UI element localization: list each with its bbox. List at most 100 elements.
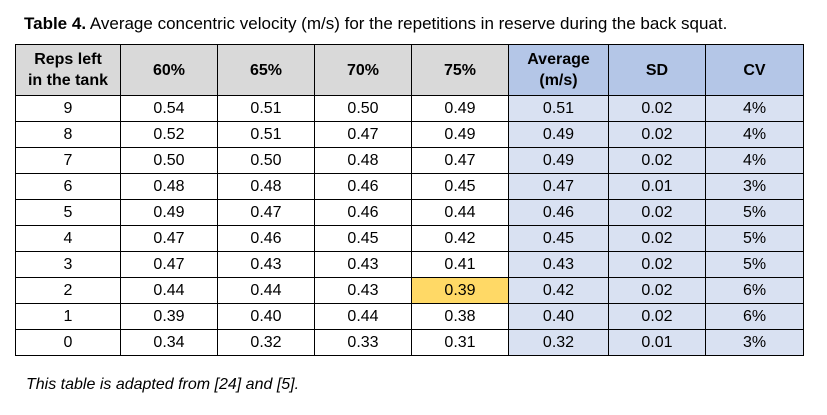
cell-cv: 6%: [705, 303, 804, 330]
cell-70pct: 0.47: [314, 121, 412, 148]
cell-reps-left: 0: [15, 329, 121, 356]
cell-cv: 4%: [705, 147, 804, 174]
cell-70pct: 0.44: [314, 303, 412, 330]
cell-65pct: 0.51: [217, 95, 315, 122]
table-caption-label: Table 4.: [24, 14, 87, 33]
cell-sd: 0.01: [608, 329, 706, 356]
cell-75pct: 0.45: [411, 173, 509, 200]
cell-cv: 5%: [705, 251, 804, 278]
cell-cv: 5%: [705, 225, 804, 252]
cell-70pct: 0.48: [314, 147, 412, 174]
cell-average: 0.32: [508, 329, 609, 356]
header-sd: SD: [608, 44, 706, 96]
table-header-row: Reps left in the tank 60% 65% 70% 75% Av…: [15, 44, 804, 96]
header-60pct: 60%: [120, 44, 218, 96]
cell-reps-left: 3: [15, 251, 121, 278]
header-cv: CV: [705, 44, 804, 96]
cell-average: 0.49: [508, 121, 609, 148]
cell-60pct: 0.47: [120, 225, 218, 252]
cell-75pct: 0.39: [411, 277, 509, 304]
cell-65pct: 0.32: [217, 329, 315, 356]
cell-70pct: 0.43: [314, 251, 412, 278]
cell-65pct: 0.40: [217, 303, 315, 330]
cell-75pct: 0.31: [411, 329, 509, 356]
cell-65pct: 0.43: [217, 251, 315, 278]
cell-65pct: 0.48: [217, 173, 315, 200]
cell-cv: 4%: [705, 95, 804, 122]
cell-average: 0.40: [508, 303, 609, 330]
cell-reps-left: 7: [15, 147, 121, 174]
cell-sd: 0.02: [608, 303, 706, 330]
cell-75pct: 0.44: [411, 199, 509, 226]
cell-average: 0.49: [508, 147, 609, 174]
cell-70pct: 0.46: [314, 173, 412, 200]
cell-75pct: 0.42: [411, 225, 509, 252]
cell-cv: 3%: [705, 173, 804, 200]
cell-reps-left: 4: [15, 225, 121, 252]
cell-65pct: 0.46: [217, 225, 315, 252]
cell-sd: 0.01: [608, 173, 706, 200]
cell-65pct: 0.47: [217, 199, 315, 226]
cell-75pct: 0.38: [411, 303, 509, 330]
table-caption-text: Average concentric velocity (m/s) for th…: [86, 14, 728, 33]
cell-70pct: 0.33: [314, 329, 412, 356]
cell-65pct: 0.44: [217, 277, 315, 304]
cell-60pct: 0.49: [120, 199, 218, 226]
cell-60pct: 0.54: [120, 95, 218, 122]
header-75pct: 75%: [411, 44, 509, 96]
cell-reps-left: 9: [15, 95, 121, 122]
table-row: 8 0.52 0.51 0.47 0.49 0.49 0.02 4%: [15, 121, 804, 148]
cell-average: 0.45: [508, 225, 609, 252]
table-row: 9 0.54 0.51 0.50 0.49 0.51 0.02 4%: [15, 95, 804, 122]
table-row: 1 0.39 0.40 0.44 0.38 0.40 0.02 6%: [15, 303, 804, 330]
cell-sd: 0.02: [608, 95, 706, 122]
cell-60pct: 0.47: [120, 251, 218, 278]
cell-average: 0.43: [508, 251, 609, 278]
cell-60pct: 0.44: [120, 277, 218, 304]
cell-reps-left: 1: [15, 303, 121, 330]
header-average: Average (m/s): [508, 44, 609, 96]
table-body: 9 0.54 0.51 0.50 0.49 0.51 0.02 4% 8 0.52 0.51 0.47…: [15, 95, 804, 356]
table-row: 2 0.44 0.44 0.43 0.39 0.42 0.02 6%: [15, 277, 804, 304]
table-footnote: This table is adapted from [24] and [5].: [26, 376, 300, 393]
table-row: 4 0.47 0.46 0.45 0.42 0.45 0.02 5%: [15, 225, 804, 252]
cell-60pct: 0.52: [120, 121, 218, 148]
cell-sd: 0.02: [608, 199, 706, 226]
cell-reps-left: 2: [15, 277, 121, 304]
table-row: 7 0.50 0.50 0.48 0.47 0.49 0.02 4%: [15, 147, 804, 174]
cell-cv: 6%: [705, 277, 804, 304]
cell-reps-left: 5: [15, 199, 121, 226]
header-reps-left: Reps left in the tank: [15, 44, 121, 96]
cell-cv: 3%: [705, 329, 804, 356]
cell-75pct: 0.47: [411, 147, 509, 174]
cell-65pct: 0.50: [217, 147, 315, 174]
cell-65pct: 0.51: [217, 121, 315, 148]
cell-70pct: 0.46: [314, 199, 412, 226]
table-row: 0 0.34 0.32 0.33 0.31 0.32 0.01 3%: [15, 329, 804, 356]
cell-sd: 0.02: [608, 147, 706, 174]
cell-70pct: 0.45: [314, 225, 412, 252]
cell-average: 0.42: [508, 277, 609, 304]
cell-cv: 4%: [705, 121, 804, 148]
table-row: 5 0.49 0.47 0.46 0.44 0.46 0.02 5%: [15, 199, 804, 226]
table-caption: Table 4. Average concentric velocity (m/…: [24, 14, 727, 34]
cell-sd: 0.02: [608, 225, 706, 252]
cell-75pct: 0.49: [411, 95, 509, 122]
cell-60pct: 0.39: [120, 303, 218, 330]
cell-average: 0.47: [508, 173, 609, 200]
cell-70pct: 0.43: [314, 277, 412, 304]
header-65pct: 65%: [217, 44, 315, 96]
cell-60pct: 0.50: [120, 147, 218, 174]
cell-60pct: 0.34: [120, 329, 218, 356]
cell-average: 0.46: [508, 199, 609, 226]
cell-75pct: 0.41: [411, 251, 509, 278]
cell-70pct: 0.50: [314, 95, 412, 122]
table-row: 3 0.47 0.43 0.43 0.41 0.43 0.02 5%: [15, 251, 804, 278]
table-row: 6 0.48 0.48 0.46 0.45 0.47 0.01 3%: [15, 173, 804, 200]
cell-75pct: 0.49: [411, 121, 509, 148]
cell-average: 0.51: [508, 95, 609, 122]
cell-reps-left: 8: [15, 121, 121, 148]
cell-60pct: 0.48: [120, 173, 218, 200]
cell-reps-left: 6: [15, 173, 121, 200]
velocity-table: Reps left in the tank 60% 65% 70% 75% Av…: [15, 44, 804, 356]
